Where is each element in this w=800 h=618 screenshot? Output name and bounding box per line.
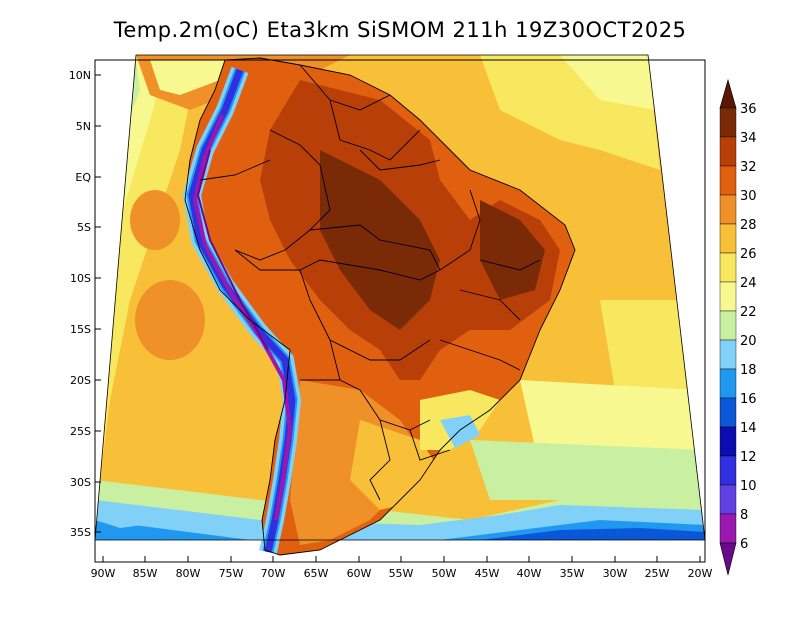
colorbar-label: 34 [740,131,757,146]
lon-label: 35W [560,567,585,580]
colorbar-label: 12 [740,450,757,465]
colorbar-label: 18 [740,363,757,378]
country-borders [184,57,576,556]
colorbar-label: 20 [740,334,757,349]
lon-label: 25W [645,567,670,580]
lon-label: 85W [133,567,158,580]
colorbar-label: 26 [740,247,757,262]
lon-label: 65W [304,567,329,580]
colorbar-segment [719,194,737,225]
lon-label: 55W [389,567,414,580]
lat-label: 10N [69,69,91,82]
colorbar-segment [719,397,737,428]
colorbar-label: 24 [740,276,757,291]
colorbar-segment [719,107,737,138]
colorbar-segment [719,165,737,196]
lon-label: 40W [517,567,542,580]
colorbar-label: 36 [740,102,757,117]
lon-label: 75W [219,567,244,580]
lat-label: 15S [70,323,91,336]
colorbar-segment [719,513,737,544]
colorbar-label: 14 [740,421,757,436]
colorbar-top-arrow [719,78,737,109]
lon-label: 45W [475,567,500,580]
colorbar-segment [719,223,737,254]
colorbar-segment [719,281,737,312]
colorbar-label: 10 [740,479,757,494]
colorbar-segment [719,136,737,167]
lat-label: EQ [75,171,91,184]
lon-axis: 90W 85W 80W 75W 70W 65W 60W 55W 50W 45W … [91,556,713,580]
lon-label: 80W [176,567,201,580]
colorbar-segment [719,310,737,341]
colorbar-label: 8 [740,508,748,523]
colorbar-segment [719,252,737,283]
lat-label: 10S [70,272,91,285]
colorbar-label: 28 [740,218,757,233]
lon-label: 60W [347,567,372,580]
lon-label: 70W [261,567,286,580]
colorbar-label: 32 [740,160,757,175]
lat-label: 5N [76,120,91,133]
lat-label: 20S [70,374,91,387]
axes-frame [94,59,706,563]
colorbar-label: 30 [740,189,757,204]
colorbar-segment [719,455,737,486]
lat-axis: 10N 5N EQ 5S 10S 15S 20S 25S 30S 35S [69,69,101,539]
lat-label: 30S [70,476,91,489]
lat-label: 25S [70,425,91,438]
colorbar-segment [719,426,737,457]
map-title: Temp.2m(oC) Eta3km SiSMOM 211h 19Z30OCT2… [113,18,687,42]
colorbar-label: 16 [740,392,757,407]
lat-label: 35S [70,526,91,539]
colorbar: 36 34 32 30 28 26 24 22 20 18 16 14 12 1… [719,78,757,576]
colorbar-label: 22 [740,305,757,320]
colorbar-segment [719,368,737,399]
colorbar-label: 6 [740,537,748,552]
lon-label: 20W [688,567,713,580]
colorbar-segment [719,339,737,370]
lon-label: 90W [91,567,116,580]
lon-label: 50W [432,567,457,580]
colorbar-bottom-arrow [719,542,737,576]
colorbar-segment [719,484,737,515]
lat-label: 5S [77,221,91,234]
lon-label: 30W [603,567,628,580]
